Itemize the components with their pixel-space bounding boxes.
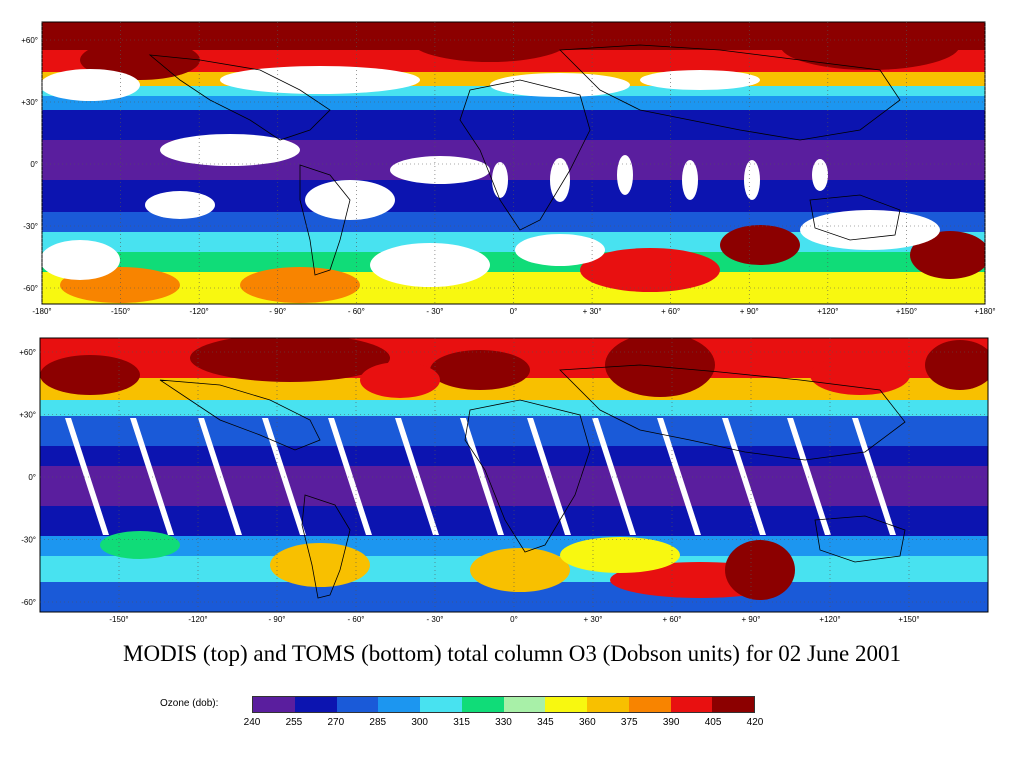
- legend-swatch: [253, 697, 295, 712]
- toms-orbit-gap: [592, 418, 636, 535]
- modis-field: [42, 22, 985, 304]
- toms-lat-tick-label: +60°: [19, 348, 36, 357]
- legend-tick-label: 285: [369, 717, 387, 728]
- toms-lon-tick-label: + 30°: [584, 615, 603, 624]
- toms-lon-tick-label: 0°: [510, 615, 518, 624]
- legend-swatch: [712, 697, 754, 712]
- toms-orbit-gap: [130, 418, 174, 535]
- legend-swatch: [545, 697, 587, 712]
- legend-tick-labels: 240 255 270 285 300 315 330 345 360 375 390 405 420: [244, 717, 764, 731]
- toms-lon-tick-label: -120°: [188, 615, 207, 624]
- legend-swatch: [294, 697, 337, 712]
- legend-tick-label: 405: [704, 717, 722, 728]
- toms-lon-tick-label: + 60°: [663, 615, 682, 624]
- legend-tick-label: 330: [495, 717, 512, 728]
- modis-lon-tick-label: - 90°: [269, 307, 286, 316]
- legend-tick-label: 420: [746, 717, 764, 728]
- legend-tick-label: 375: [620, 717, 638, 728]
- modis-lon-tick-label: -180°: [32, 307, 51, 316]
- toms-orbit-gap: [328, 418, 372, 535]
- modis-lon-tick-label: + 60°: [661, 307, 680, 316]
- toms-orbit-gap: [395, 418, 439, 535]
- legend-title: Ozone (dob):: [160, 698, 219, 709]
- toms-coastlines: [159, 364, 906, 599]
- modis-lon-tick-label: - 30°: [426, 307, 443, 316]
- modis-lat-axis: +60° +30° 0° -30° -60°: [21, 36, 38, 293]
- modis-lon-tick-label: - 60°: [348, 307, 365, 316]
- toms-lon-tick-label: -150°: [109, 615, 128, 624]
- toms-lon-tick-label: - 30°: [427, 615, 444, 624]
- modis-lon-axis: -180° -150° -120° - 90° - 60° - 30° 0° + 30° + 6…: [32, 307, 995, 316]
- modis-lon-tick-label: +120°: [817, 307, 838, 316]
- toms-lon-tick-label: + 90°: [742, 615, 761, 624]
- modis-lon-tick-label: +180°: [974, 307, 995, 316]
- legend-swatch: [420, 697, 462, 712]
- toms-ozone-map: +60°+30°0°-30°-60° -150° -120° - 90° - 60° -…: [19, 337, 989, 624]
- modis-lon-tick-label: 0°: [510, 307, 518, 316]
- toms-lat-tick-label: +30°: [19, 411, 36, 420]
- toms-orbit-gap: [722, 418, 766, 535]
- legend-tick-label: 345: [537, 717, 554, 728]
- legend-tick-label: 315: [453, 717, 470, 728]
- toms-lon-tick-label: +120°: [819, 615, 840, 624]
- legend-swatch: [378, 697, 420, 712]
- toms-field: [40, 338, 988, 612]
- modis-coastlines: [148, 44, 901, 276]
- legend-swatch: [503, 697, 546, 712]
- toms-lat-tick-label: 0°: [28, 473, 36, 482]
- toms-lat-axis: +60° +30° 0° -30° -60°: [19, 348, 36, 607]
- toms-lat-tick-label: -30°: [21, 536, 36, 545]
- legend-swatch: [670, 697, 713, 712]
- toms-orbit-gap: [460, 418, 504, 535]
- modis-lon-tick-label: +150°: [896, 307, 917, 316]
- legend-swatch: [336, 697, 379, 712]
- legend-tick-label: 300: [411, 717, 428, 728]
- modis-lon-tick-label: + 90°: [740, 307, 759, 316]
- modis-lon-tick-label: -150°: [111, 307, 130, 316]
- legend-tick-label: 270: [327, 717, 345, 728]
- legend-swatch: [628, 697, 671, 712]
- modis-lon-tick-label: + 30°: [583, 307, 602, 316]
- toms-orbit-gap: [787, 418, 831, 535]
- toms-orbit-gap: [262, 418, 306, 535]
- toms-orbit-gap: [198, 418, 242, 535]
- modis-lon-tick-label: -120°: [190, 307, 209, 316]
- toms-lon-tick-label: - 90°: [269, 615, 286, 624]
- modis-lat-tick-label: -60°: [23, 284, 38, 293]
- toms-orbit-gap: [657, 418, 701, 535]
- modis-ozone-map: +60°+30°0°-30°-60° -180° -150° -120° - 90° -…: [21, 21, 996, 316]
- legend-tick-label: 360: [578, 717, 596, 728]
- legend-swatch: [587, 697, 629, 712]
- legend-swatch: [461, 697, 504, 712]
- modis-lat-tick-label: -30°: [23, 222, 38, 231]
- toms-lat-tick-label: -60°: [21, 598, 36, 607]
- legend-tick-label: 240: [243, 717, 261, 728]
- modis-lat-tick-label: +30°: [21, 98, 38, 107]
- toms-lon-tick-label: +150°: [898, 615, 919, 624]
- toms-orbit-gaps: [65, 418, 896, 535]
- toms-lon-tick-label: - 60°: [348, 615, 365, 624]
- legend-tick-label: 255: [285, 717, 303, 728]
- legend-tick-label: 390: [662, 717, 680, 728]
- toms-lon-axis: -150° -120° - 90° - 60° - 30° 0° + 30° + 60° + 9…: [109, 615, 919, 624]
- toms-orbit-gap: [527, 418, 571, 535]
- modis-lat-tick-label: +60°: [21, 36, 38, 45]
- toms-orbit-gap: [852, 418, 896, 535]
- toms-orbit-gap: [65, 418, 109, 535]
- figure-caption: MODIS (top) and TOMS (bottom) total colu…: [123, 641, 901, 666]
- toms-gridlines: [40, 338, 988, 612]
- ozone-color-scale: [252, 696, 755, 713]
- modis-lat-tick-label: 0°: [30, 160, 38, 169]
